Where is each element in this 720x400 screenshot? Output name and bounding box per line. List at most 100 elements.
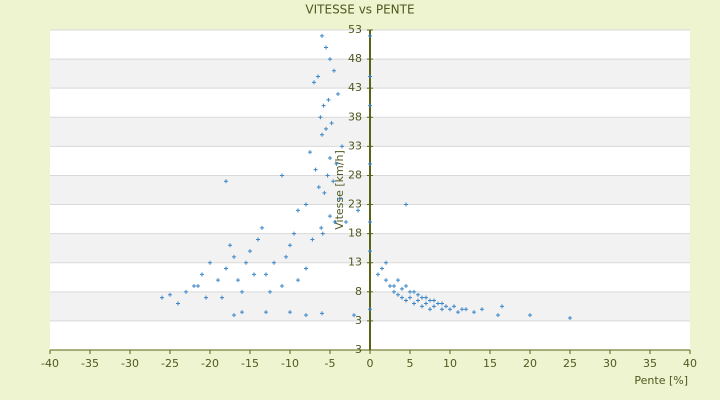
data-point <box>500 304 504 309</box>
data-point <box>332 68 336 73</box>
data-point <box>440 307 444 312</box>
data-point <box>176 301 180 306</box>
data-point <box>428 307 432 312</box>
data-point <box>196 284 200 288</box>
data-point <box>320 311 324 316</box>
x-tick-label: -10 <box>281 357 299 370</box>
data-point <box>368 307 372 312</box>
data-point <box>316 74 320 79</box>
data-point <box>184 289 188 294</box>
data-point <box>368 33 372 38</box>
y-tick-label: 38 <box>348 110 362 123</box>
data-point <box>320 231 325 236</box>
x-tick-label: -20 <box>201 357 219 370</box>
y-tick-label: 33 <box>348 139 362 152</box>
data-point <box>328 214 332 219</box>
data-point <box>224 266 228 271</box>
data-point <box>424 295 428 300</box>
data-point <box>384 260 388 265</box>
data-point <box>416 292 420 297</box>
data-point <box>404 298 408 303</box>
x-tick-label: 40 <box>683 357 697 370</box>
x-tick-label: 35 <box>643 357 657 370</box>
data-point <box>368 161 372 166</box>
data-point <box>568 316 572 320</box>
data-point <box>224 179 228 184</box>
data-point <box>440 301 444 306</box>
data-point <box>280 173 284 178</box>
data-point <box>384 278 388 283</box>
data-point <box>168 292 172 297</box>
data-point <box>464 307 468 312</box>
data-point <box>428 298 432 303</box>
data-point <box>460 307 464 312</box>
data-point <box>304 313 308 318</box>
data-point <box>334 161 339 166</box>
data-point <box>380 266 384 271</box>
data-point <box>318 115 323 120</box>
data-point <box>272 260 276 265</box>
data-point <box>248 249 252 254</box>
data-point <box>472 310 476 315</box>
data-point <box>436 301 440 306</box>
data-point <box>321 103 326 108</box>
y-axis-title: Vitesse [km/h] <box>333 150 346 230</box>
y-tick-label: 53 <box>348 23 362 36</box>
data-point <box>356 208 360 213</box>
data-point <box>332 220 337 224</box>
data-point <box>328 156 332 160</box>
data-point <box>452 304 456 309</box>
x-tick-label: 15 <box>483 357 497 370</box>
data-point <box>324 45 328 50</box>
data-point <box>480 307 484 312</box>
data-point <box>313 167 318 172</box>
data-point <box>296 208 300 213</box>
data-point <box>268 289 272 294</box>
data-point <box>236 278 240 283</box>
data-point <box>412 301 416 306</box>
x-tick-label: 0 <box>367 357 374 370</box>
data-point <box>392 289 396 294</box>
data-point <box>324 126 328 131</box>
x-tick-label: 25 <box>563 357 577 370</box>
data-point <box>312 80 316 85</box>
chart-title: VITESSE vs PENTE <box>305 3 414 17</box>
data-point <box>340 144 344 149</box>
data-point <box>280 284 284 288</box>
data-point <box>392 284 396 288</box>
x-tick-label: -25 <box>161 357 179 370</box>
data-point <box>228 243 232 248</box>
data-point <box>232 313 236 318</box>
data-point <box>240 289 244 294</box>
data-point <box>316 185 321 190</box>
data-point <box>344 220 348 224</box>
x-tick-label: 30 <box>603 357 617 370</box>
data-point <box>288 310 292 315</box>
y-tick-label: 8 <box>355 285 362 298</box>
y-tick-label: 23 <box>348 198 362 211</box>
data-point <box>264 272 268 277</box>
data-point <box>204 295 208 300</box>
data-point <box>260 225 264 230</box>
data-point <box>404 284 408 288</box>
data-point <box>216 278 220 283</box>
data-point <box>448 307 452 312</box>
data-point <box>308 150 312 155</box>
data-point <box>310 237 315 242</box>
x-tick-label: -15 <box>241 357 259 370</box>
x-tick-label: 20 <box>523 357 537 370</box>
data-point <box>400 286 404 291</box>
y-tick-label: 28 <box>348 168 362 181</box>
data-point <box>320 33 324 38</box>
x-tick-label: -5 <box>325 357 336 370</box>
data-point <box>328 57 332 62</box>
data-point <box>304 202 308 207</box>
data-point <box>240 310 244 315</box>
data-point <box>244 260 248 265</box>
y-tick-label: 18 <box>348 227 362 240</box>
data-point <box>388 284 392 288</box>
data-point <box>416 298 420 303</box>
data-point <box>208 260 212 265</box>
data-point <box>326 97 331 102</box>
